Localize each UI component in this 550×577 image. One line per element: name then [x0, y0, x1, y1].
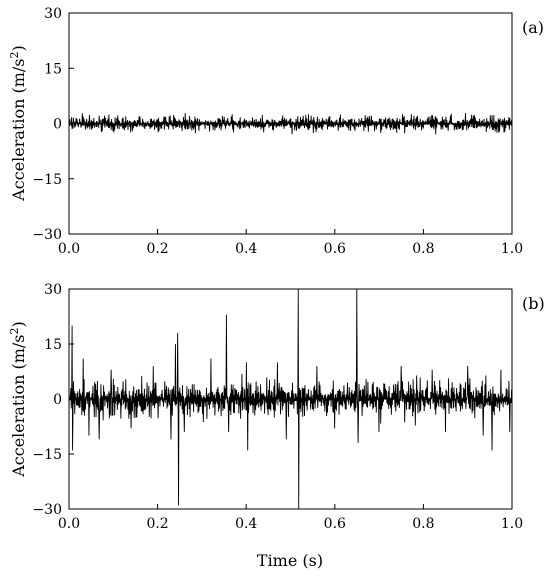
y-tick-label: 30 [44, 6, 62, 22]
y-ticks-a: 30 15 0 −15 −30 [32, 6, 74, 243]
x-tick-label: 0.4 [235, 516, 257, 532]
x-tick-label: 0.4 [235, 241, 257, 257]
series-line [68, 113, 513, 135]
y-axis-label-b: Acceleration (m/s2) [8, 321, 29, 478]
x-tick-label: 0.8 [412, 241, 434, 257]
panel-a: 30 15 0 −15 −30 0.0 0.2 0.4 0.6 0.8 1.0 (a) Accel… [8, 6, 545, 257]
x-tick-label: 1.0 [501, 241, 523, 257]
x-tick-label: 0.2 [146, 241, 168, 257]
y-tick-label: −30 [32, 502, 62, 518]
x-ticks-b: 0.0 0.2 0.4 0.6 0.8 1.0 [58, 504, 523, 532]
y-axis-label-b-main: Acceleration (m/s [9, 334, 28, 477]
x-tick-label: 0.8 [412, 516, 434, 532]
y-tick-label: 15 [44, 337, 62, 353]
series-b [68, 288, 513, 510]
x-tick-label: 0.0 [58, 241, 80, 257]
panel-label-a: (a) [522, 18, 544, 37]
x-ticks-a: 0.0 0.2 0.4 0.6 0.8 1.0 [58, 229, 523, 257]
y-axis-label-a-sup: 2 [8, 51, 21, 58]
x-tick-label: 0.6 [324, 516, 346, 532]
y-axis-label-a-close: ) [9, 45, 28, 51]
x-tick-label: 0.2 [146, 516, 168, 532]
y-axis-label-a-main: Acceleration (m/s [9, 58, 28, 201]
y-tick-label: −30 [32, 227, 62, 243]
y-tick-label: −15 [32, 447, 62, 463]
x-tick-label: 0.6 [324, 241, 346, 257]
series-a [68, 113, 513, 135]
y-ticks-b: 30 15 0 −15 −30 [32, 282, 74, 518]
x-tick-label: 1.0 [501, 516, 523, 532]
y-tick-label: 30 [44, 282, 62, 298]
y-tick-label: −15 [32, 172, 62, 188]
y-tick-label: 0 [53, 117, 62, 133]
y-tick-label: 0 [53, 392, 62, 408]
series-line [68, 288, 513, 510]
y-tick-label: 15 [44, 61, 62, 77]
y-axis-label-b-close: ) [9, 321, 28, 327]
y-axis-label-a: Acceleration (m/s2) [8, 45, 29, 202]
x-axis-label: Time (s) [257, 551, 323, 570]
x-tick-label: 0.0 [58, 516, 80, 532]
panel-label-b: (b) [522, 294, 545, 313]
panel-b: 30 15 0 −15 −30 0.0 0.2 0.4 0.6 0.8 1.0 (b) Accel… [8, 282, 545, 570]
y-axis-label-b-sup: 2 [8, 327, 21, 334]
